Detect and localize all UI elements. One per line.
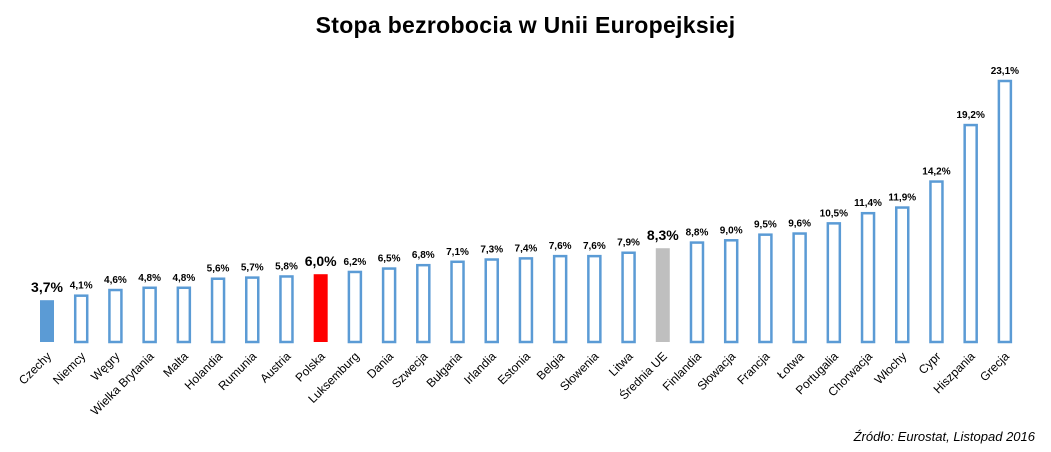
category-label-szwecja: Szwecja <box>389 349 431 391</box>
category-label-irlandia: Irlandia <box>461 349 499 387</box>
chart-title: Stopa bezrobocia w Unii Europejksiej <box>315 12 736 38</box>
bar-bulgaria <box>450 260 465 344</box>
bar-cypr <box>929 180 944 344</box>
bar-wegry <box>108 288 123 344</box>
bar-portugalia <box>826 222 842 344</box>
bar-wielka-brytania <box>142 286 157 344</box>
category-label-niemcy: Niemcy <box>50 349 88 387</box>
bar-grecja <box>997 79 1013 344</box>
category-label-francja: Francja <box>734 349 772 387</box>
category-label-dania: Dania <box>364 349 396 381</box>
value-label-slowacja: 9,0% <box>720 225 743 236</box>
value-label-malta: 4,8% <box>172 273 195 284</box>
value-label-estonia: 7,4% <box>515 243 538 254</box>
bar-hiszpania <box>963 123 978 344</box>
category-label-estonia: Estonia <box>495 349 533 387</box>
value-label-belgia: 7,6% <box>549 241 572 252</box>
bar-luksemburg <box>347 270 363 344</box>
bar-rumunia <box>245 276 260 344</box>
value-label-wielka-brytania: 4,8% <box>138 273 161 284</box>
value-label-bulgaria: 7,1% <box>446 247 469 258</box>
value-label-srednia-ue: 8,3% <box>647 227 679 243</box>
bar-czechy <box>40 300 54 342</box>
value-label-cypr: 14,2% <box>922 167 950 178</box>
category-label-cypr: Cypr <box>916 349 944 377</box>
category-label-wlochy: Włochy <box>872 349 910 387</box>
category-label-bulgaria: Bułgaria <box>424 349 465 390</box>
bar-wlochy <box>895 206 910 344</box>
value-label-szwecja: 6,8% <box>412 250 435 261</box>
value-label-irlandia: 7,3% <box>480 245 503 256</box>
bar-szwecja <box>416 263 431 344</box>
category-label-slowacja: Słowacja <box>694 349 738 393</box>
value-label-niemcy: 4,1% <box>70 281 93 292</box>
value-label-litwa: 7,9% <box>617 238 640 249</box>
category-label-czechy: Czechy <box>16 349 54 387</box>
value-label-francja: 9,5% <box>754 220 777 231</box>
category-label-grecja: Grecja <box>977 349 1012 384</box>
value-label-slowenia: 7,6% <box>583 241 606 252</box>
value-label-polska: 6,0% <box>305 253 337 269</box>
value-label-finlandia: 8,8% <box>686 228 709 239</box>
value-label-portugalia: 10,5% <box>820 208 848 219</box>
value-label-austria: 5,8% <box>275 261 298 272</box>
bar-francja <box>758 233 773 344</box>
bar-belgia <box>552 254 568 344</box>
bar-estonia <box>518 257 534 344</box>
bar-malta <box>176 286 192 344</box>
bar-dania <box>381 267 397 344</box>
bar-slowacja <box>723 239 739 344</box>
bar-chorwacja <box>860 211 876 344</box>
bars-group <box>40 79 1013 344</box>
value-label-luksemburg: 6,2% <box>343 257 366 268</box>
category-label-austria: Austria <box>257 349 294 386</box>
bar-finlandia <box>689 241 705 344</box>
bar-srednia-ue <box>655 248 670 342</box>
bar-niemcy <box>73 294 89 344</box>
value-label-chorwacja: 11,4% <box>854 198 882 209</box>
value-label-lotwa: 9,6% <box>788 219 811 230</box>
bar-polska <box>313 274 328 342</box>
bar-slowenia <box>587 254 602 344</box>
source-note: Źródło: Eurostat, Listopad 2016 <box>853 429 1035 444</box>
value-labels-group: 3,7% 4,1% 4,6% 4,8% 4,8% 5,6% 5,7% 5,8% 6,0% 6,2%… <box>31 66 1019 295</box>
bar-austria <box>279 275 294 344</box>
bar-lotwa <box>792 232 807 344</box>
bar-irlandia <box>484 258 499 344</box>
category-label-rumunia: Rumunia <box>216 349 260 393</box>
value-label-grecja: 23,1% <box>991 66 1019 77</box>
value-label-dania: 6,5% <box>378 254 401 265</box>
value-label-holandia: 5,6% <box>207 264 230 275</box>
category-label-wielka-brytania: Wielka Brytania <box>88 349 157 418</box>
value-label-wegry: 4,6% <box>104 275 127 286</box>
bar-holandia <box>210 277 226 344</box>
bar-litwa <box>621 251 636 344</box>
value-label-rumunia: 5,7% <box>241 263 264 274</box>
category-label-litwa: Litwa <box>606 349 636 379</box>
value-label-hiszpania: 19,2% <box>956 110 984 121</box>
category-label-malta: Malta <box>160 349 191 380</box>
value-label-wlochy: 11,9% <box>888 193 916 204</box>
value-label-czechy: 3,7% <box>31 279 63 295</box>
